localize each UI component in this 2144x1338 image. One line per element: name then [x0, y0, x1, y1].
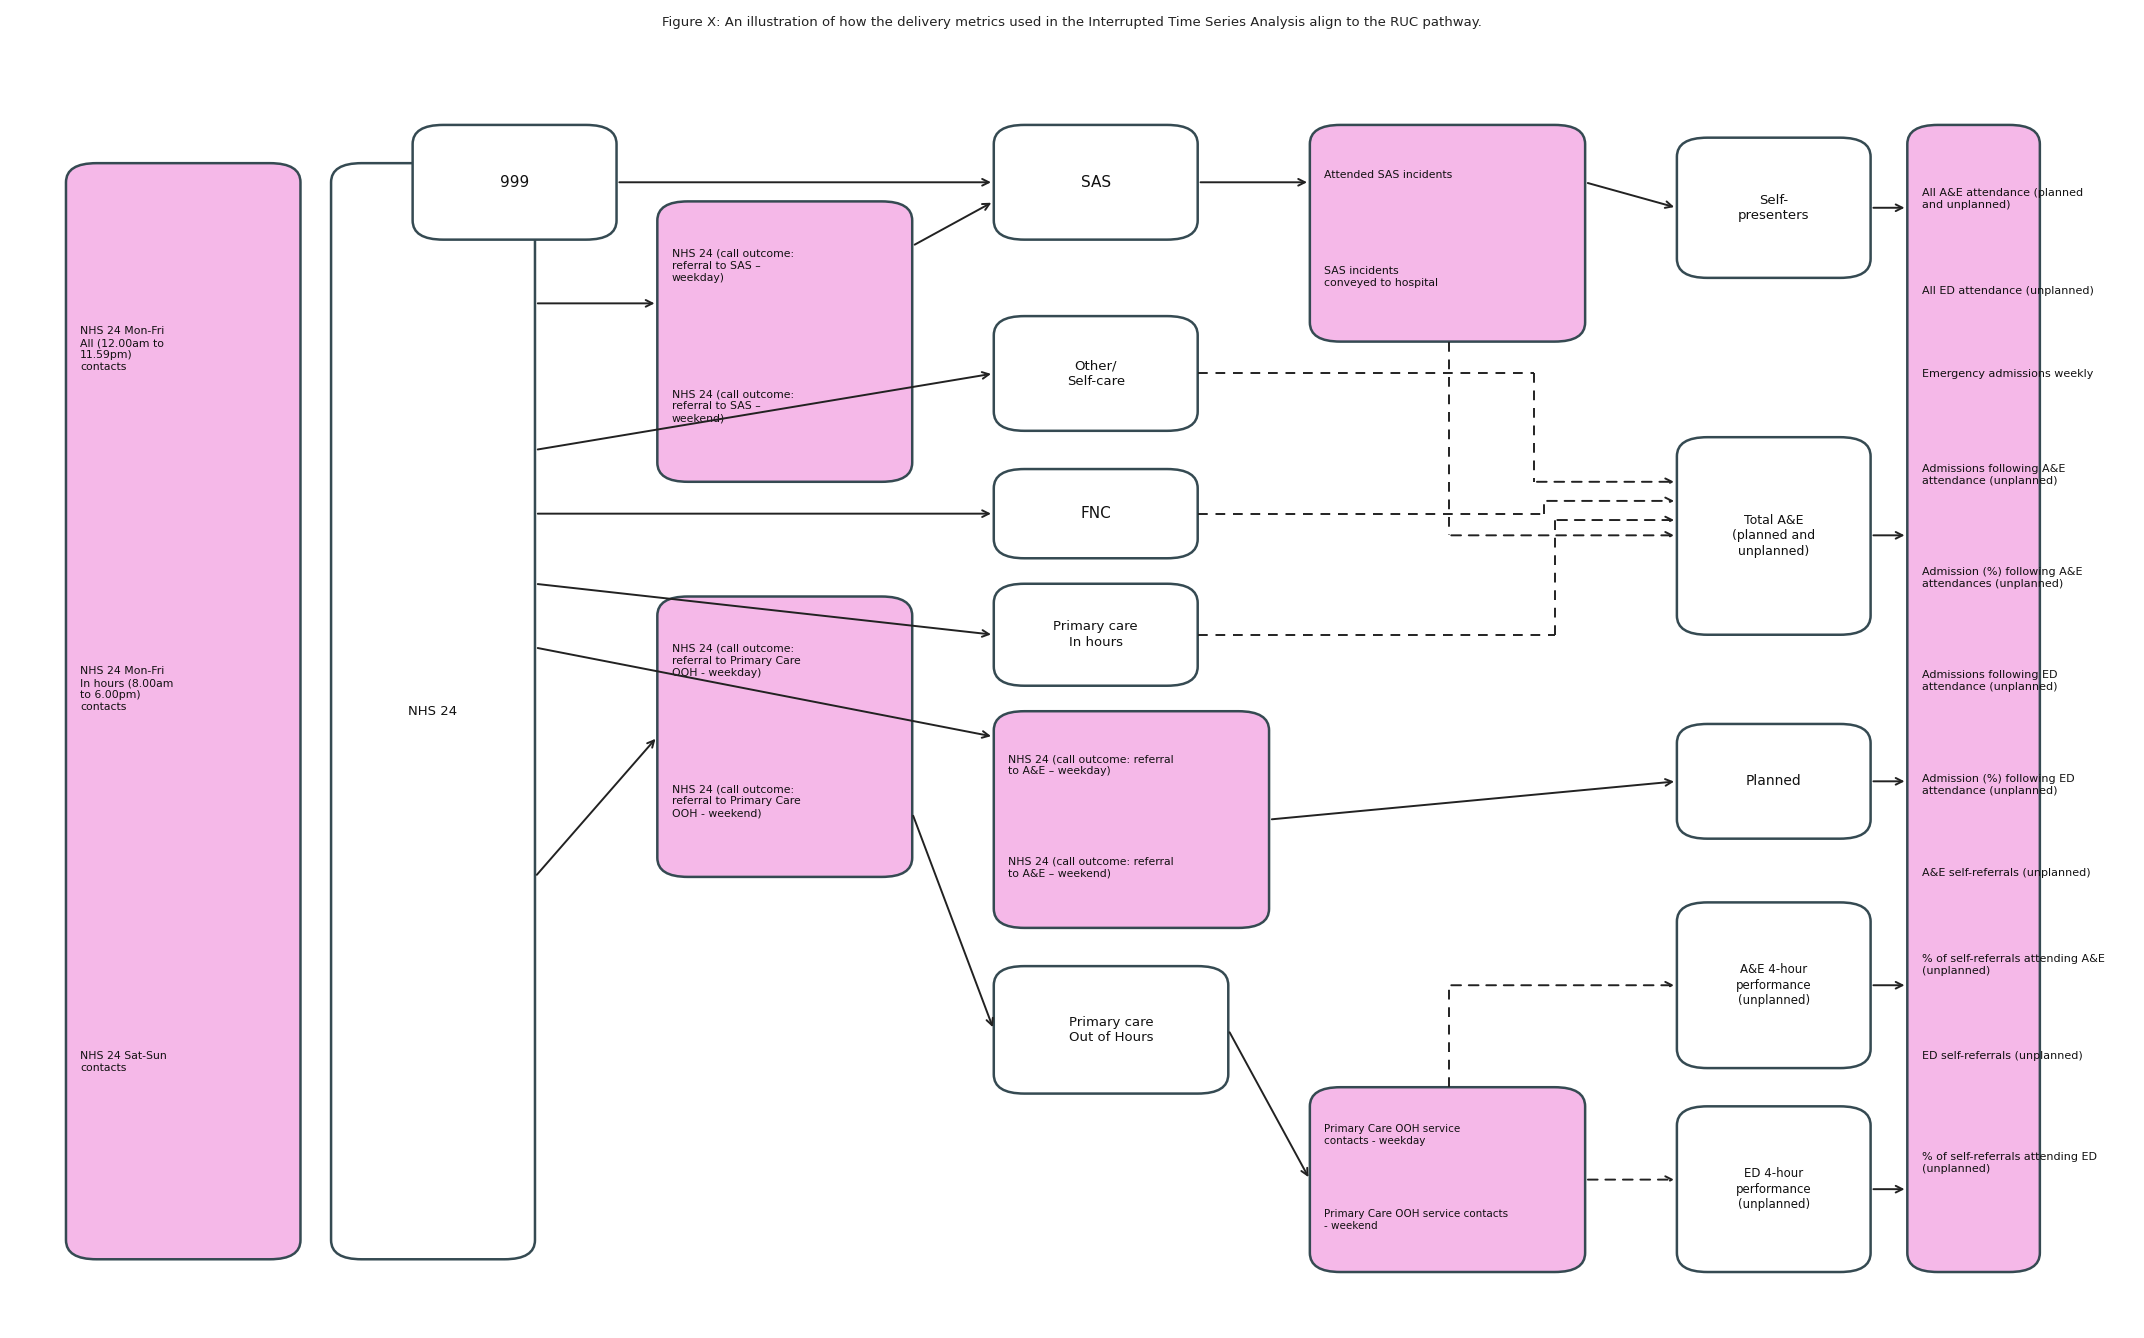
Text: NHS 24 (call outcome:
referral to SAS –
weekday): NHS 24 (call outcome: referral to SAS – …: [671, 249, 793, 282]
Text: Attended SAS incidents: Attended SAS incidents: [1325, 170, 1451, 179]
Text: FNC: FNC: [1081, 506, 1111, 522]
Text: NHS 24: NHS 24: [410, 705, 457, 717]
FancyBboxPatch shape: [330, 163, 536, 1259]
FancyBboxPatch shape: [658, 597, 911, 876]
Text: NHS 24 Mon-Fri
In hours (8.00am
to 6.00pm)
contacts: NHS 24 Mon-Fri In hours (8.00am to 6.00p…: [79, 666, 174, 712]
Text: Primary care
In hours: Primary care In hours: [1053, 621, 1138, 649]
FancyBboxPatch shape: [1908, 124, 2039, 1272]
Text: Admission (%) following ED
attendance (unplanned): Admission (%) following ED attendance (u…: [1921, 773, 2073, 796]
FancyBboxPatch shape: [995, 470, 1198, 558]
Text: SAS: SAS: [1081, 175, 1111, 190]
Text: Primary care
Out of Hours: Primary care Out of Hours: [1068, 1016, 1153, 1044]
Text: All A&E attendance (planned
and unplanned): All A&E attendance (planned and unplanne…: [1921, 189, 2082, 210]
Text: ED self-referrals (unplanned): ED self-referrals (unplanned): [1921, 1052, 2082, 1061]
Text: Other/
Self-care: Other/ Self-care: [1068, 359, 1126, 388]
FancyBboxPatch shape: [1310, 124, 1584, 341]
Text: A&E self-referrals (unplanned): A&E self-referrals (unplanned): [1921, 868, 2090, 878]
Text: ED 4-hour
performance
(unplanned): ED 4-hour performance (unplanned): [1737, 1167, 1812, 1211]
Text: Admission (%) following A&E
attendances (unplanned): Admission (%) following A&E attendances …: [1921, 567, 2082, 589]
FancyBboxPatch shape: [658, 202, 911, 482]
Text: NHS 24 (call outcome:
referral to Primary Care
OOH - weekday): NHS 24 (call outcome: referral to Primar…: [671, 644, 800, 678]
FancyBboxPatch shape: [1677, 1107, 1870, 1272]
Text: Admissions following A&E
attendance (unplanned): Admissions following A&E attendance (unp…: [1921, 464, 2065, 486]
FancyBboxPatch shape: [1310, 1088, 1584, 1272]
Text: NHS 24 Sat-Sun
contacts: NHS 24 Sat-Sun contacts: [79, 1050, 167, 1073]
FancyBboxPatch shape: [995, 966, 1229, 1093]
Text: Self-
presenters: Self- presenters: [1739, 194, 1810, 222]
FancyBboxPatch shape: [66, 163, 300, 1259]
Text: Total A&E
(planned and
unplanned): Total A&E (planned and unplanned): [1732, 514, 1816, 558]
Text: Emergency admissions weekly: Emergency admissions weekly: [1921, 369, 2093, 379]
Text: SAS incidents
conveyed to hospital: SAS incidents conveyed to hospital: [1325, 266, 1439, 288]
FancyBboxPatch shape: [1677, 438, 1870, 634]
Text: A&E 4-hour
performance
(unplanned): A&E 4-hour performance (unplanned): [1737, 963, 1812, 1008]
Text: Admissions following ED
attendance (unplanned): Admissions following ED attendance (unpl…: [1921, 670, 2056, 692]
Text: NHS 24 Mon-Fri
All (12.00am to
11.59pm)
contacts: NHS 24 Mon-Fri All (12.00am to 11.59pm) …: [79, 326, 165, 372]
FancyBboxPatch shape: [995, 316, 1198, 431]
Text: Primary Care OOH service contacts
- weekend: Primary Care OOH service contacts - week…: [1325, 1210, 1507, 1231]
FancyBboxPatch shape: [995, 124, 1198, 240]
FancyBboxPatch shape: [412, 124, 617, 240]
Text: NHS 24 (call outcome:
referral to Primary Care
OOH - weekend): NHS 24 (call outcome: referral to Primar…: [671, 784, 800, 819]
FancyBboxPatch shape: [1677, 138, 1870, 278]
FancyBboxPatch shape: [995, 712, 1269, 927]
FancyBboxPatch shape: [995, 583, 1198, 686]
Text: Primary Care OOH service
contacts - weekday: Primary Care OOH service contacts - week…: [1325, 1124, 1460, 1147]
Text: % of self-referrals attending A&E
(unplanned): % of self-referrals attending A&E (unpla…: [1921, 954, 2105, 975]
Text: NHS 24 (call outcome:
referral to SAS –
weekend): NHS 24 (call outcome: referral to SAS – …: [671, 389, 793, 423]
Text: NHS 24 (call outcome: referral
to A&E – weekend): NHS 24 (call outcome: referral to A&E – …: [1008, 856, 1173, 878]
Text: % of self-referrals attending ED
(unplanned): % of self-referrals attending ED (unplan…: [1921, 1152, 2097, 1173]
Text: Figure X: An illustration of how the delivery metrics used in the Interrupted Ti: Figure X: An illustration of how the del…: [662, 16, 1482, 29]
FancyBboxPatch shape: [1677, 902, 1870, 1068]
Text: NHS 24 (call outcome: referral
to A&E – weekday): NHS 24 (call outcome: referral to A&E – …: [1008, 755, 1173, 776]
Text: Planned: Planned: [1745, 775, 1801, 788]
FancyBboxPatch shape: [1677, 724, 1870, 839]
Text: All ED attendance (unplanned): All ED attendance (unplanned): [1921, 286, 2093, 296]
Text: 999: 999: [500, 175, 530, 190]
